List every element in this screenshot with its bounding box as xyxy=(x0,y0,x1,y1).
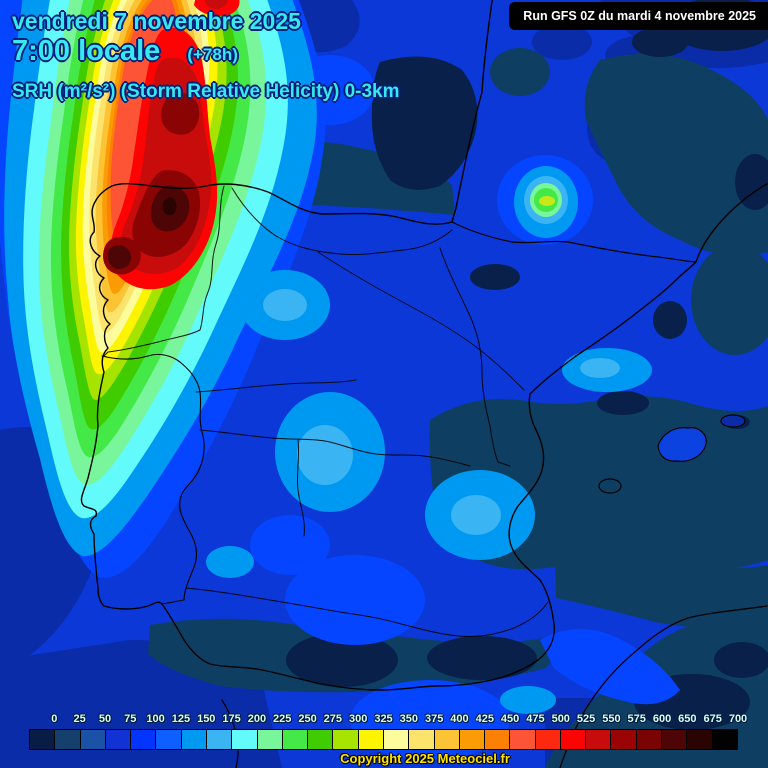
legend-tick-label: 175 xyxy=(222,713,241,725)
legend-cell xyxy=(382,730,409,749)
border-portugal-spain xyxy=(101,353,205,605)
run-info-box: Run GFS 0Z du mardi 4 novembre 2025 xyxy=(509,2,768,30)
rivers xyxy=(195,251,525,393)
legend-tick-label: 525 xyxy=(576,713,596,725)
legend-tick-label: 125 xyxy=(171,713,191,725)
map-header: vendredi 7 novembre 2025 7:00 locale (+7… xyxy=(12,9,400,102)
legend-cell xyxy=(610,730,636,749)
legend-tick-label: 450 xyxy=(500,713,520,725)
coastlines-borders xyxy=(80,0,768,768)
legend-cell xyxy=(686,730,712,749)
forecast-time-row: 7:00 locale (+78h) xyxy=(12,35,400,68)
legend-cell xyxy=(585,730,611,749)
legend-tick-label: 600 xyxy=(652,713,672,725)
legend-tick-label: 0 xyxy=(51,713,58,725)
legend-cell xyxy=(509,730,535,749)
legend-tick-label: 375 xyxy=(424,713,444,725)
legend-cell xyxy=(79,730,105,749)
legend-tick-label: 275 xyxy=(323,713,343,725)
legend-tick-label: 300 xyxy=(348,713,368,725)
legend-tick-label: 325 xyxy=(374,713,393,725)
legend-tick-label: 575 xyxy=(627,713,646,725)
legend-cell xyxy=(155,730,181,749)
legend-tick-label: 75 xyxy=(124,713,137,725)
srh-spot-northeast xyxy=(514,166,578,238)
legend-cell xyxy=(711,730,737,749)
legend-cell xyxy=(104,730,131,749)
legend-labels: 0 25 50 75 100 125 150 175 200 225 250 275 300 325 350… xyxy=(29,713,747,727)
legend-cell xyxy=(205,730,232,749)
legend-tick-label: 650 xyxy=(678,713,697,725)
legend-bar xyxy=(29,729,738,750)
legend-cell xyxy=(635,730,662,749)
legend-tick-label: 50 xyxy=(98,713,112,725)
legend-cell xyxy=(180,730,206,749)
legend-cell xyxy=(458,730,485,749)
internal-borders xyxy=(103,185,549,637)
legend-cell xyxy=(661,730,687,749)
forecast-date: vendredi 7 novembre 2025 xyxy=(12,8,301,34)
coastline-africa xyxy=(221,605,768,768)
legend-cell xyxy=(534,730,560,749)
legend-cell xyxy=(30,730,55,749)
legend-tick-label: 675 xyxy=(703,713,722,725)
legend-tick-label: 475 xyxy=(526,713,545,725)
legend-cell xyxy=(484,730,510,749)
legend-tick-label: 550 xyxy=(602,713,621,725)
legend-tick-label: 150 xyxy=(197,713,216,725)
legend-cell xyxy=(231,730,257,749)
legend-cell xyxy=(357,730,383,749)
dark-navy-patches xyxy=(286,0,768,730)
legend-cell xyxy=(408,730,434,749)
legend-cell xyxy=(130,730,156,749)
coastline-iberia xyxy=(80,0,768,691)
legend-tick-label: 100 xyxy=(146,713,165,725)
legend-tick-label: 225 xyxy=(273,713,292,725)
sky-blue-patches xyxy=(206,270,652,714)
legend-tick-label: 400 xyxy=(450,713,469,725)
legend-cell xyxy=(433,730,459,749)
forecast-time: 7:00 locale xyxy=(12,35,161,68)
legend-tick-label: 25 xyxy=(73,713,86,725)
forecast-offset: (+78h) xyxy=(187,45,238,65)
legend-tick-label: 425 xyxy=(475,713,494,725)
legend-cell xyxy=(332,730,358,749)
border-france-spain xyxy=(451,221,697,263)
copyright-label: Copyright 2025 Meteociel.fr xyxy=(340,751,510,766)
legend-cell xyxy=(54,730,80,749)
legend-tick-label: 250 xyxy=(298,713,317,725)
legend-cell xyxy=(307,730,333,749)
legend-tick-label: 500 xyxy=(551,713,570,725)
legend-tick-label: 200 xyxy=(247,713,267,725)
parameter-label: SRH (m²/s²) (Storm Relative Helicity) 0-… xyxy=(12,80,400,102)
legend-tick-label: 350 xyxy=(399,713,418,725)
srh-top-edge-spot xyxy=(194,0,240,16)
legend-cell xyxy=(281,730,308,749)
balearic-islands xyxy=(598,414,746,494)
legend-cell xyxy=(256,730,282,749)
legend-cell xyxy=(559,730,586,749)
legend-tick-label: 700 xyxy=(728,713,748,725)
